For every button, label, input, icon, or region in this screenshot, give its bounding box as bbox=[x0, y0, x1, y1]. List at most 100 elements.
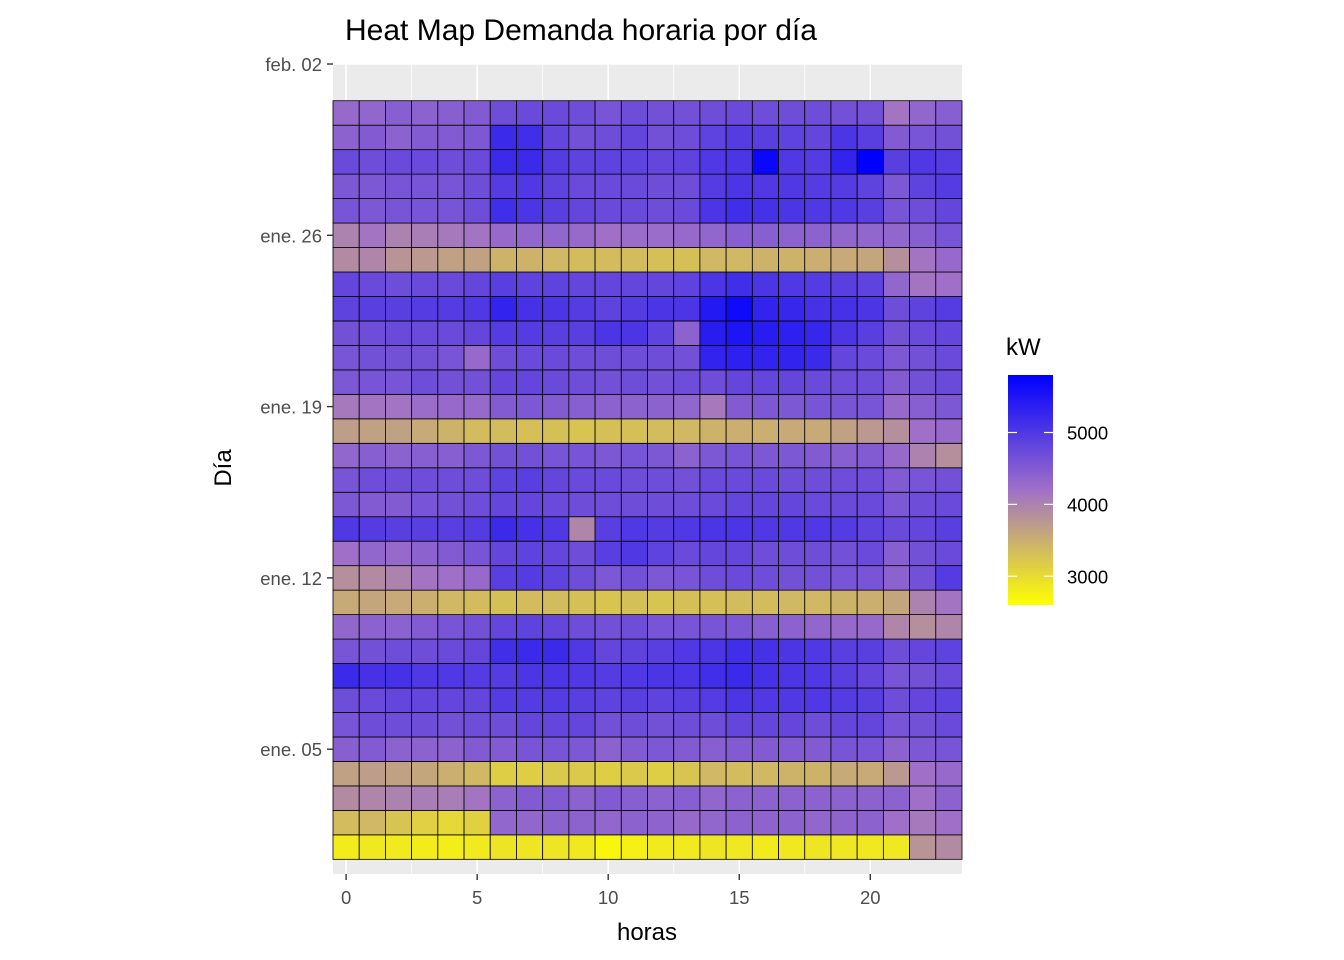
heatmap-cell bbox=[358, 687, 386, 713]
heatmap-cell bbox=[882, 247, 910, 273]
heatmap-cell bbox=[489, 663, 517, 689]
heatmap-cell bbox=[804, 296, 832, 322]
heatmap-cell bbox=[856, 345, 884, 371]
heatmap-cell bbox=[568, 785, 596, 811]
heatmap-cell bbox=[830, 442, 858, 469]
heatmap-cell bbox=[332, 271, 360, 297]
heatmap-cell bbox=[437, 614, 465, 640]
heatmap-cell bbox=[647, 663, 675, 689]
heatmap-cell bbox=[568, 712, 596, 738]
heatmap-cell bbox=[804, 712, 832, 738]
heatmap-cell bbox=[751, 638, 779, 664]
heatmap-cell bbox=[882, 785, 910, 811]
heatmap-cell bbox=[830, 320, 858, 346]
heatmap-cell bbox=[332, 638, 360, 664]
heatmap-cell bbox=[909, 467, 937, 493]
heatmap-cell bbox=[725, 296, 753, 322]
x-axis: 0 5 10 15 20 bbox=[341, 874, 881, 908]
heatmap-cell bbox=[778, 418, 806, 444]
heatmap-cell bbox=[725, 663, 753, 689]
heatmap-cell bbox=[437, 540, 465, 567]
heatmap-cell bbox=[909, 491, 937, 518]
heatmap-cell bbox=[332, 467, 360, 493]
heatmap-cell bbox=[673, 614, 701, 640]
heatmap-cell bbox=[909, 540, 937, 567]
heatmap-cell bbox=[568, 540, 596, 567]
heatmap-cell bbox=[909, 296, 937, 322]
heatmap-cell bbox=[778, 516, 806, 542]
heatmap-cell bbox=[411, 345, 439, 371]
heatmap-cell bbox=[620, 491, 648, 518]
heatmap-cell bbox=[385, 540, 413, 567]
heatmap-cell bbox=[935, 271, 963, 297]
heatmap-cell bbox=[516, 320, 544, 346]
heatmap-cell bbox=[830, 491, 858, 518]
heatmap-cell bbox=[909, 124, 937, 151]
heatmap-cell bbox=[620, 565, 648, 591]
heatmap-cell bbox=[463, 369, 491, 395]
heatmap-cell bbox=[804, 467, 832, 493]
heatmap-cell bbox=[935, 100, 963, 126]
heatmap-cell bbox=[332, 173, 360, 199]
heatmap-cell bbox=[673, 442, 701, 469]
heatmap-cell bbox=[830, 565, 858, 591]
heatmap-cell bbox=[463, 516, 491, 542]
heatmap-cell bbox=[882, 271, 910, 297]
heatmap-cell bbox=[778, 149, 806, 175]
heatmap-cell bbox=[358, 100, 386, 126]
heatmap-cell bbox=[358, 638, 386, 664]
heatmap-cell bbox=[437, 442, 465, 469]
heatmap-cell bbox=[909, 247, 937, 273]
heatmap-cell bbox=[882, 809, 910, 836]
heatmap-cell bbox=[647, 271, 675, 297]
heatmap-cell bbox=[332, 516, 360, 542]
heatmap-cell bbox=[437, 296, 465, 322]
heatmap-cell bbox=[778, 540, 806, 567]
heatmap-cell bbox=[699, 761, 727, 787]
heatmap-cell bbox=[699, 173, 727, 199]
heatmap-cell bbox=[385, 173, 413, 199]
heatmap-cell bbox=[935, 369, 963, 395]
heatmap-cell bbox=[385, 712, 413, 738]
heatmap-cell bbox=[647, 296, 675, 322]
heatmap-cell bbox=[594, 124, 622, 151]
heatmap-cell bbox=[830, 393, 858, 420]
heatmap-cell bbox=[882, 124, 910, 151]
heatmap-cell bbox=[751, 320, 779, 346]
heatmap-cell bbox=[725, 589, 753, 616]
heatmap-cell bbox=[332, 809, 360, 836]
heatmap-cell bbox=[411, 173, 439, 199]
heatmap-cell bbox=[332, 736, 360, 762]
heatmap-cell bbox=[411, 100, 439, 126]
heatmap-cell bbox=[778, 565, 806, 591]
heatmap-cell bbox=[804, 320, 832, 346]
heatmap-cell bbox=[489, 785, 517, 811]
heatmap-cell bbox=[594, 614, 622, 640]
heatmap-cell bbox=[909, 614, 937, 640]
y-axis: ene. 05 ene. 12 ene. 19 ene. 26 feb. 02 bbox=[260, 54, 333, 760]
heatmap-cell bbox=[647, 369, 675, 395]
heatmap-cell bbox=[594, 663, 622, 689]
heatmap-cell bbox=[516, 761, 544, 787]
heatmap-cell bbox=[437, 149, 465, 175]
heatmap-cell bbox=[909, 149, 937, 175]
heatmap-cell bbox=[830, 809, 858, 836]
y-tick-label: ene. 19 bbox=[260, 397, 322, 418]
heatmap-cell bbox=[437, 638, 465, 664]
legend-tick-label: 5000 bbox=[1067, 423, 1108, 444]
heatmap-cell bbox=[699, 100, 727, 126]
heatmap-cell bbox=[332, 589, 360, 616]
heatmap-cell bbox=[594, 222, 622, 248]
heatmap-cell bbox=[909, 173, 937, 199]
heatmap-cell bbox=[647, 124, 675, 151]
heatmap-cell bbox=[332, 491, 360, 518]
heatmap-cell bbox=[594, 712, 622, 738]
heatmap-cell bbox=[935, 809, 963, 836]
heatmap-cell bbox=[882, 173, 910, 199]
heatmap-cell bbox=[804, 345, 832, 371]
heatmap-cell bbox=[751, 100, 779, 126]
heatmap-cell bbox=[437, 222, 465, 248]
heatmap-cell bbox=[935, 687, 963, 713]
heatmap-cell bbox=[699, 491, 727, 518]
heatmap-cell bbox=[489, 834, 517, 860]
